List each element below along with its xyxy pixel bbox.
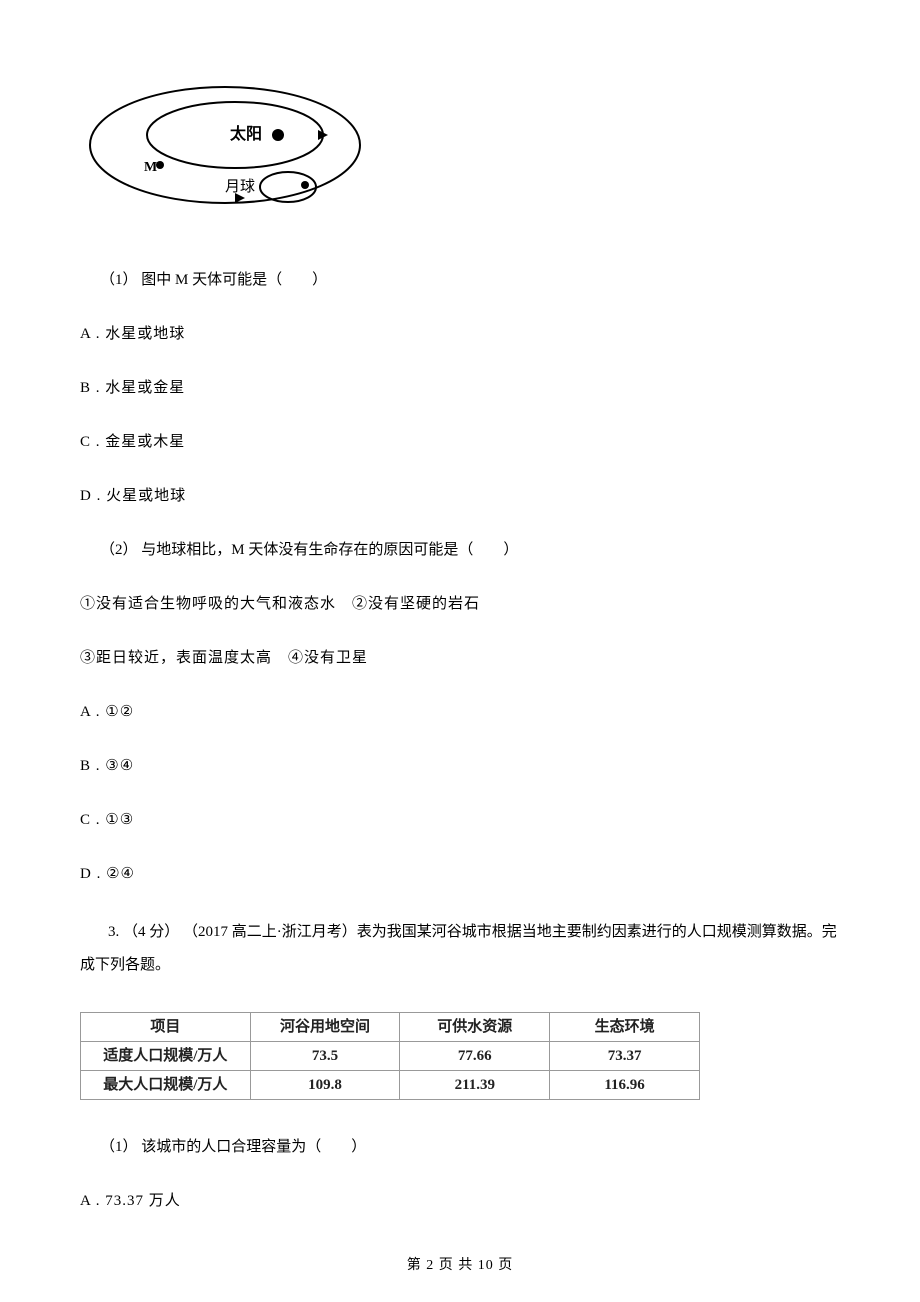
q1-sub2: （2） 与地球相比，M 天体没有生命存在的原因可能是（ ） bbox=[80, 538, 840, 562]
q1-optB: B . 水星或金星 bbox=[80, 376, 840, 400]
q1-optD: D . 火星或地球 bbox=[80, 484, 840, 508]
m-label: M bbox=[144, 160, 157, 175]
cell: 适度人口规模/万人 bbox=[81, 1042, 251, 1071]
q1-optA: A . 水星或地球 bbox=[80, 322, 840, 346]
moon-label: 月球 bbox=[225, 178, 255, 195]
q1-sub1: （1） 图中 M 天体可能是（ ） bbox=[80, 268, 840, 292]
cell: 77.66 bbox=[400, 1042, 550, 1071]
page-footer: 第 2 页 共 10 页 bbox=[0, 1255, 920, 1277]
q1-optA2: A . ①② bbox=[80, 700, 840, 724]
cell: 109.8 bbox=[250, 1071, 400, 1100]
th-eco: 生态环境 bbox=[550, 1013, 700, 1042]
q3-optA: A . 73.37 万人 bbox=[80, 1189, 840, 1213]
th-water: 可供水资源 bbox=[400, 1013, 550, 1042]
q1-optC2: C . ①③ bbox=[80, 808, 840, 832]
cell: 73.5 bbox=[250, 1042, 400, 1071]
th-item: 项目 bbox=[81, 1013, 251, 1042]
sun-label: 太阳 bbox=[229, 124, 262, 143]
cell: 211.39 bbox=[400, 1071, 550, 1100]
table-row: 最大人口规模/万人 109.8 211.39 116.96 bbox=[81, 1071, 700, 1100]
q1-optD2: D . ②④ bbox=[80, 862, 840, 886]
moon-dot bbox=[301, 181, 309, 189]
q3-stem: 3. （4 分） （2017 高二上·浙江月考）表为我国某河谷城市根据当地主要制… bbox=[80, 916, 840, 982]
sun-dot bbox=[272, 129, 284, 141]
orbit-diagram: 太阳 M 月球 bbox=[80, 75, 840, 233]
cell: 116.96 bbox=[550, 1071, 700, 1100]
table-row: 适度人口规模/万人 73.5 77.66 73.37 bbox=[81, 1042, 700, 1071]
q1-cond2: ③距日较近，表面温度太高 ④没有卫星 bbox=[80, 646, 840, 670]
orbit-svg: 太阳 M 月球 bbox=[80, 75, 380, 225]
table-header-row: 项目 河谷用地空间 可供水资源 生态环境 bbox=[81, 1013, 700, 1042]
population-table: 项目 河谷用地空间 可供水资源 生态环境 适度人口规模/万人 73.5 77.6… bbox=[80, 1012, 840, 1100]
data-table: 项目 河谷用地空间 可供水资源 生态环境 适度人口规模/万人 73.5 77.6… bbox=[80, 1012, 700, 1100]
q3-sub1: （1） 该城市的人口合理容量为（ ） bbox=[80, 1135, 840, 1159]
cell: 73.37 bbox=[550, 1042, 700, 1071]
th-land: 河谷用地空间 bbox=[250, 1013, 400, 1042]
q1-cond1: ①没有适合生物呼吸的大气和液态水 ②没有坚硬的岩石 bbox=[80, 592, 840, 616]
q1-optC: C . 金星或木星 bbox=[80, 430, 840, 454]
cell: 最大人口规模/万人 bbox=[81, 1071, 251, 1100]
q1-optB2: B . ③④ bbox=[80, 754, 840, 778]
